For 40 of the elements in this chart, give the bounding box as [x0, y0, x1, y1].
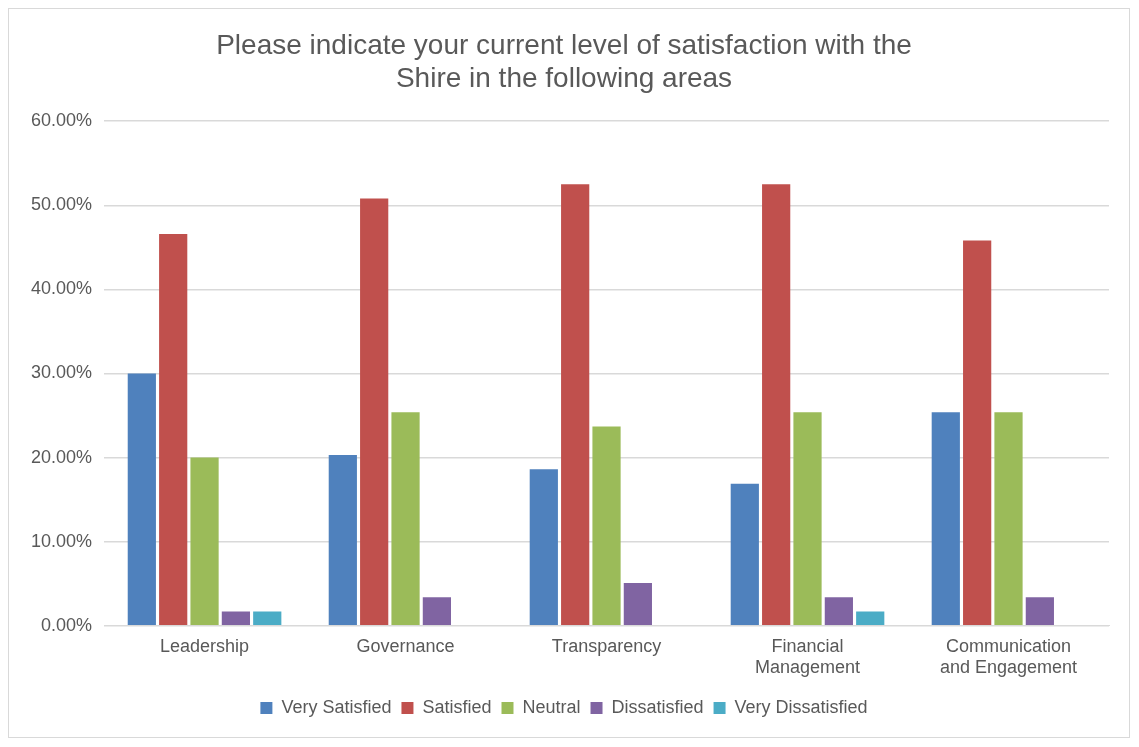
- legend-label: Dissatisfied: [611, 696, 704, 717]
- bar: [856, 611, 885, 626]
- bar: [994, 412, 1023, 626]
- bar: [253, 611, 282, 626]
- bar: [931, 412, 960, 626]
- y-tick-label: 50.00%: [30, 194, 93, 215]
- bar: [1025, 597, 1054, 626]
- bar: [730, 483, 759, 626]
- legend-label: Satisfied: [422, 696, 492, 717]
- x-tick-label: Financial Management: [754, 635, 861, 678]
- bar: [360, 198, 389, 626]
- bar: [328, 455, 357, 626]
- x-tick-label: Communication and Engagement: [939, 635, 1078, 678]
- bar: [963, 240, 992, 626]
- legend-label: Neutral: [522, 696, 581, 717]
- chart-title: Please indicate your current level of satisfaction with the Shire in the following areas: [216, 28, 912, 94]
- y-tick-label: 20.00%: [30, 446, 93, 467]
- bar: [422, 597, 451, 626]
- legend-label: Very Dissatisfied: [734, 696, 868, 717]
- y-tick-label: 0.00%: [41, 614, 93, 635]
- bar: [824, 597, 853, 626]
- bar: [561, 184, 590, 626]
- bar: [592, 426, 621, 626]
- legend-label: Very Satisfied: [281, 696, 392, 717]
- bar: [623, 582, 652, 626]
- y-tick-label: 10.00%: [30, 530, 93, 551]
- y-tick-label: 60.00%: [30, 110, 93, 131]
- y-tick-label: 30.00%: [30, 362, 93, 383]
- bar: [190, 457, 219, 626]
- bar: [762, 184, 791, 626]
- x-tick-label: Governance: [356, 635, 455, 656]
- x-tick-label: Leadership: [160, 635, 250, 656]
- bar: [127, 373, 156, 626]
- bar: [221, 611, 251, 626]
- x-tick-label: Transparency: [551, 635, 662, 656]
- y-tick-label: 40.00%: [30, 278, 93, 299]
- bar: [793, 412, 822, 626]
- bar: [391, 412, 420, 626]
- bar: [529, 469, 558, 626]
- bar: [159, 233, 188, 626]
